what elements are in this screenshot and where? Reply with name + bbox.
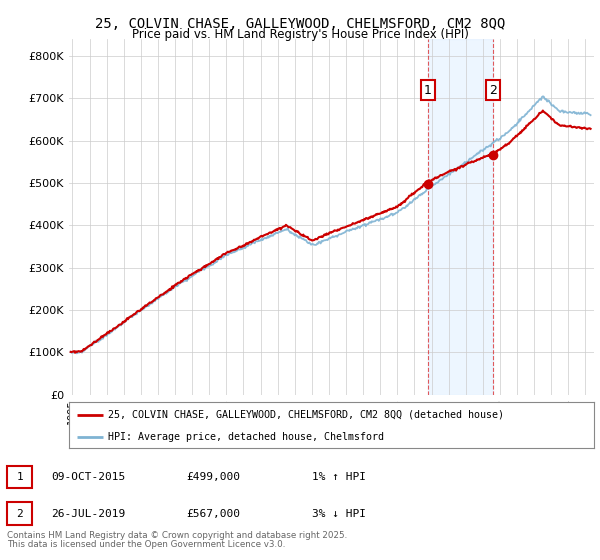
Bar bbox=[428, 39, 493, 395]
Text: 25, COLVIN CHASE, GALLEYWOOD, CHELMSFORD, CM2 8QQ (detached house): 25, COLVIN CHASE, GALLEYWOOD, CHELMSFORD… bbox=[109, 410, 505, 420]
Text: 2: 2 bbox=[488, 83, 497, 96]
Text: 25, COLVIN CHASE, GALLEYWOOD, CHELMSFORD, CM2 8QQ: 25, COLVIN CHASE, GALLEYWOOD, CHELMSFORD… bbox=[95, 17, 505, 31]
Text: 1% ↑ HPI: 1% ↑ HPI bbox=[312, 472, 366, 482]
Text: 1: 1 bbox=[424, 83, 431, 96]
Text: 26-JUL-2019: 26-JUL-2019 bbox=[51, 508, 125, 519]
Text: £499,000: £499,000 bbox=[186, 472, 240, 482]
Text: Price paid vs. HM Land Registry's House Price Index (HPI): Price paid vs. HM Land Registry's House … bbox=[131, 28, 469, 41]
Text: 1: 1 bbox=[16, 472, 23, 482]
Text: 3% ↓ HPI: 3% ↓ HPI bbox=[312, 508, 366, 519]
Text: 2: 2 bbox=[16, 508, 23, 519]
Text: Contains HM Land Registry data © Crown copyright and database right 2025.: Contains HM Land Registry data © Crown c… bbox=[7, 531, 347, 540]
Text: This data is licensed under the Open Government Licence v3.0.: This data is licensed under the Open Gov… bbox=[7, 540, 286, 549]
Text: £567,000: £567,000 bbox=[186, 508, 240, 519]
Text: 09-OCT-2015: 09-OCT-2015 bbox=[51, 472, 125, 482]
Text: HPI: Average price, detached house, Chelmsford: HPI: Average price, detached house, Chel… bbox=[109, 432, 385, 441]
